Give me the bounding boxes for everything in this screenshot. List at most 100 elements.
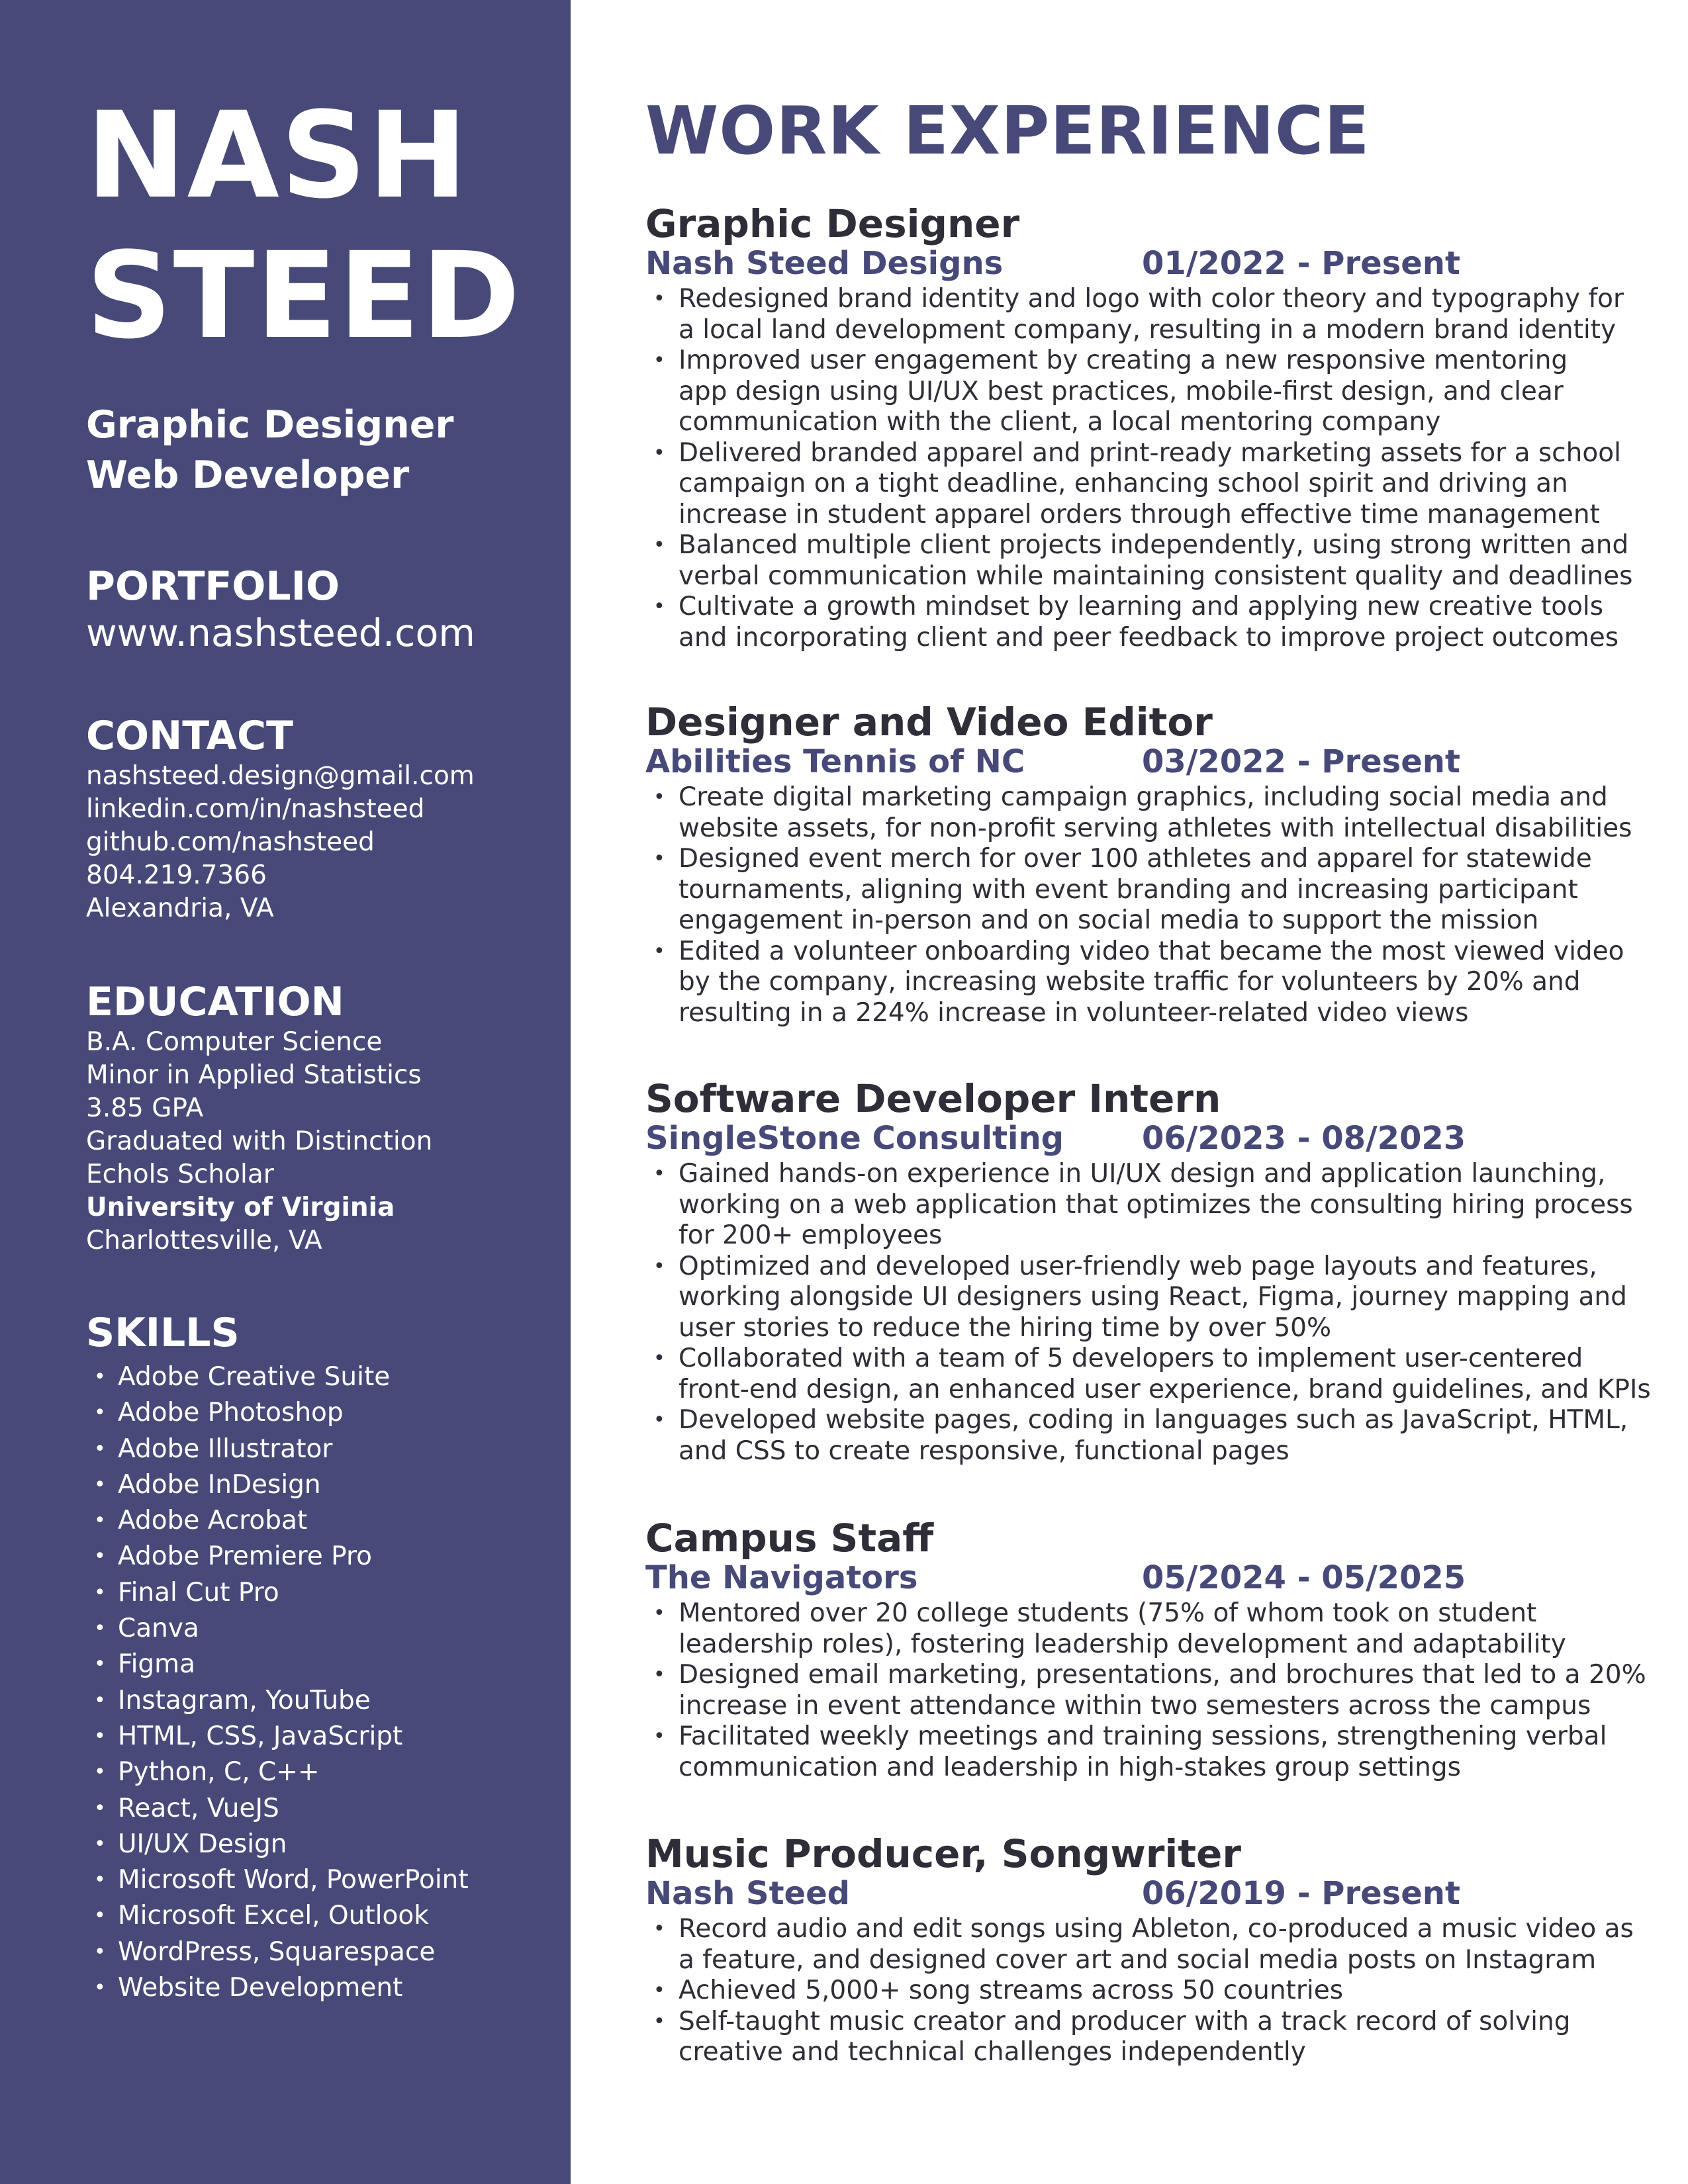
skill-item: • Python, C, C++ [86,1754,563,1790]
bullet-icon: • [653,847,665,870]
skill-label: React, VueJS [118,1793,279,1823]
skill-item: • Adobe InDesign [86,1467,563,1503]
bullet-text: and CSS to create responsive, functional… [679,1435,1289,1466]
job-entry: Music Producer, Songwriter Nash Steed 06/2… [645,1832,1638,2068]
skill-item: • UI/UX Design [86,1827,563,1862]
job-title: Music Producer, Songwriter [645,1831,1241,1876]
first-name: NASH [86,87,469,225]
bullet-text: communication with the client, a local m… [679,407,1441,437]
sidebar: NASH STEED Graphic Designer Web Develope… [0,0,571,2184]
bullet-icon: • [94,1796,106,1820]
bullet-icon: • [94,1617,106,1641]
bullet-text: a feature, and designed cover art and so… [679,1944,1597,1975]
bullet-icon: • [653,595,665,618]
bullet-text: Mentored over 20 college students (75% o… [679,1598,1537,1628]
job-bullet: • Designed event merch for over 100 athle… [645,844,1638,936]
job-bullet: • Gained hands-on experience in UI/UX des… [645,1159,1638,1251]
job-bullet: • Cultivate a growth mindset by learning … [645,592,1638,653]
bullet-icon: • [653,1602,665,1625]
bullet-text: app design using UI/UX best practices, m… [679,376,1564,406]
bullet-icon: • [94,1437,106,1461]
job-dates: 03/2022 - Present [1142,743,1460,780]
job-meta: SingleStone Consulting 06/2023 - 08/2023 [645,1120,1638,1156]
bullet-text: Record audio and edit songs using Ableto… [679,1914,1634,1944]
skill-item: • Figma [86,1647,563,1682]
bullet-icon: • [94,1904,106,1928]
bullet-text: Gained hands-on experience in UI/UX desi… [679,1159,1606,1189]
skill-label: Python, C, C++ [118,1757,320,1788]
skill-label: WordPress, Squarespace [118,1936,436,1967]
bullet-icon: • [653,1725,665,1748]
portfolio-link[interactable]: www.nashsteed.com [86,612,475,655]
job-company: The Navigators [645,1559,918,1596]
job-meta: The Navigators 05/2024 - 05/2025 [645,1560,1638,1596]
portfolio-heading: PORTFOLIO [86,563,340,610]
skill-item: • Adobe Photoshop [86,1395,563,1431]
skill-item: • Adobe Creative Suite [86,1359,563,1395]
bullet-text: working on a web application that optimi… [679,1189,1633,1220]
job-bullet: • Mentored over 20 college students (75% … [645,1598,1638,1660]
bullet-icon: • [94,1473,106,1496]
bullet-text: working alongside UI designers using Rea… [679,1282,1627,1312]
professional-titles: Graphic Designer Web Developer [86,400,549,500]
title-primary: Graphic Designer [86,403,454,447]
education-scholar: Echols Scholar [86,1160,274,1189]
bullet-text: resulting in a 224% increase in voluntee… [679,997,1469,1028]
job-dates: 06/2023 - 08/2023 [1142,1120,1466,1157]
candidate-name: NASH STEED [86,86,563,367]
job-title: Software Developer Intern [645,1076,1221,1121]
bullet-icon: • [653,1162,665,1185]
job-bullet: • Improved user engagement by creating a … [645,345,1638,438]
skill-label: Microsoft Excel, Outlook [118,1901,429,1931]
job-company: Nash Steed Designs [645,245,1004,282]
bullet-text: communication and leadership in high-sta… [679,1752,1461,1782]
job-bullet: • Collaborated with a team of 5 developer… [645,1343,1651,1405]
job-title: Graphic Designer [645,201,1020,246]
bullet-icon: • [653,786,665,809]
contact-linkedin[interactable]: linkedin.com/in/nashsteed [86,794,425,824]
work-experience-heading: WORK EXPERIENCE [645,92,1370,169]
education-heading: EDUCATION [86,979,344,1025]
bullet-icon: • [653,1254,665,1278]
last-name: STEED [86,227,522,365]
skill-item: • Final Cut Pro [86,1575,563,1611]
job-bullets: • Gained hands-on experience in UI/UX des… [645,1159,1651,1467]
bullet-text: leadership roles), fostering leadership … [679,1629,1566,1659]
skill-item: • Website Development [86,1970,563,2006]
bullet-text: Redesigned brand identity and logo with … [679,284,1624,314]
job-meta: Abilities Tennis of NC 03/2022 - Present [645,744,1638,780]
bullet-text: Optimized and developed user-friendly we… [679,1251,1597,1281]
bullet-icon: • [653,939,665,963]
bullet-text: a local land development company, result… [679,314,1617,345]
bullet-text: increase in student apparel orders throu… [679,499,1600,529]
job-bullets: • Create digital marketing campaign graph… [645,782,1638,1028]
bullet-text: increase in event attendance within two … [679,1690,1591,1721]
contact-email[interactable]: nashsteed.design@gmail.com [86,761,475,791]
bullet-icon: • [94,1401,106,1425]
bullet-text: Designed email marketing, presentations,… [679,1660,1646,1690]
education-section: EDUCATION B.A. Computer Science Minor in… [86,978,563,1257]
skill-label: Adobe Illustrator [118,1433,333,1464]
skill-label: HTML, CSS, JavaScript [118,1721,403,1751]
job-entry: Graphic Designer Nash Steed Designs 01/202… [645,202,1638,653]
bullet-text: Delivered branded apparel and print-read… [679,437,1621,468]
bullet-icon: • [653,1979,665,2002]
job-company: Abilities Tennis of NC [645,743,1025,780]
skill-item: • HTML, CSS, JavaScript [86,1719,563,1754]
skill-item: • Adobe Illustrator [86,1432,563,1467]
bullet-icon: • [94,1976,106,2000]
bullet-icon: • [653,533,665,557]
bullet-text: Improved user engagement by creating a n… [679,345,1568,375]
contact-github[interactable]: github.com/nashsteed [86,827,375,857]
job-company: Nash Steed [645,1875,850,1912]
education-university: University of Virginia [86,1193,395,1222]
skill-label: UI/UX Design [118,1829,287,1859]
contact-list: nashsteed.design@gmail.com linkedin.com/… [86,760,563,925]
bullet-icon: • [94,1509,106,1533]
bullet-text: Edited a volunteer onboarding video that… [679,936,1624,966]
skill-item: • Microsoft Word, PowerPoint [86,1862,563,1898]
bullet-text: creative and technical challenges indepe… [679,2037,1306,2067]
bullet-text: engagement in-person and on social media… [679,905,1539,935]
bullet-icon: • [653,1408,665,1432]
job-meta: Nash Steed 06/2019 - Present [645,1876,1638,1911]
